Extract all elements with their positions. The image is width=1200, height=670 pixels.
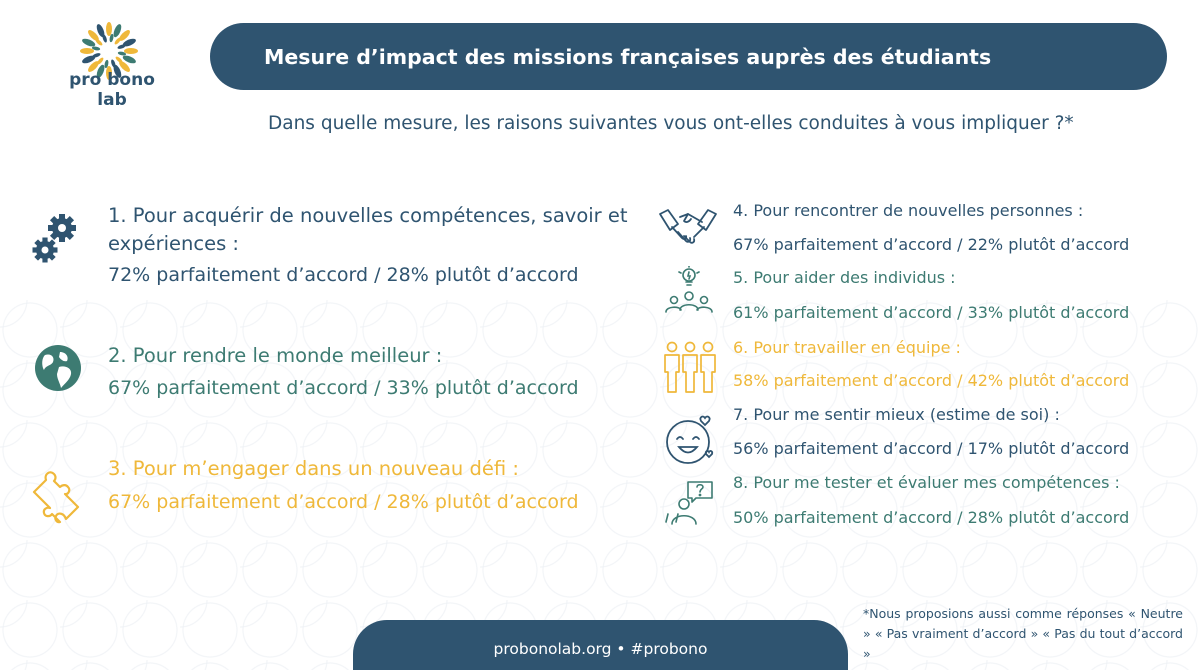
reason-stat: 72% parfaitement d’accord / 28% plutôt d… [108,264,579,286]
reason-stat: 58% parfaitement d’accord / 42% plutôt d… [733,371,1130,390]
reason-title-line1: 1. Pour acquérir de nouvelles compétence… [108,204,628,227]
reason-stat: 67% parfaitement d’accord / 28% plutôt d… [108,491,579,513]
footer-bar: probonolab.org • #probono [353,620,848,670]
survey-question: Dans quelle mesure, les raisons suivante… [268,113,1074,134]
reason-title: 5. Pour aider des individus : [733,268,956,287]
reason-title: 2. Pour rendre le monde meilleur : [108,344,443,367]
person-question-icon [665,481,713,525]
page-title: Mesure d’impact des missions françaises … [264,44,992,69]
reason-title-line2: expériences : [108,232,240,255]
logo-text: pro bono lab [69,70,155,110]
reason-title: 8. Pour me tester et évaluer mes compéte… [733,473,1120,492]
globe-icon [35,345,81,391]
reason-title: 4. Pour rencontrer de nouvelles personne… [733,201,1084,220]
reason-title: 3. Pour m’engager dans un nouveau défi : [108,457,519,480]
smiley-hearts-icon [666,415,714,464]
gears-icon [32,214,76,263]
group-lightbulb-icon [665,266,713,313]
reason-stat: 67% parfaitement d’accord / 22% plutôt d… [733,235,1130,254]
logo-icon [80,22,138,80]
reason-title: 6. Pour travailler en équipe : [733,338,961,357]
background-pattern [0,300,1200,670]
reason-stat: 61% parfaitement d’accord / 33% plutôt d… [733,303,1130,322]
puzzle-icon [32,471,80,524]
reason-stat: 67% parfaitement d’accord / 33% plutôt d… [108,377,579,399]
handshake-icon [659,209,717,244]
reason-stat: 56% parfaitement d’accord / 17% plutôt d… [733,439,1130,458]
footnote: *Nous proposions aussi comme réponses « … [863,606,1183,661]
reason-title: 7. Pour me sentir mieux (estime de soi) … [733,405,1060,424]
team-icon [664,341,716,393]
footer-text: probonolab.org • #probono [493,640,708,658]
header-banner: Mesure d’impact des missions françaises … [210,23,1167,90]
reason-stat: 50% parfaitement d’accord / 28% plutôt d… [733,508,1130,527]
